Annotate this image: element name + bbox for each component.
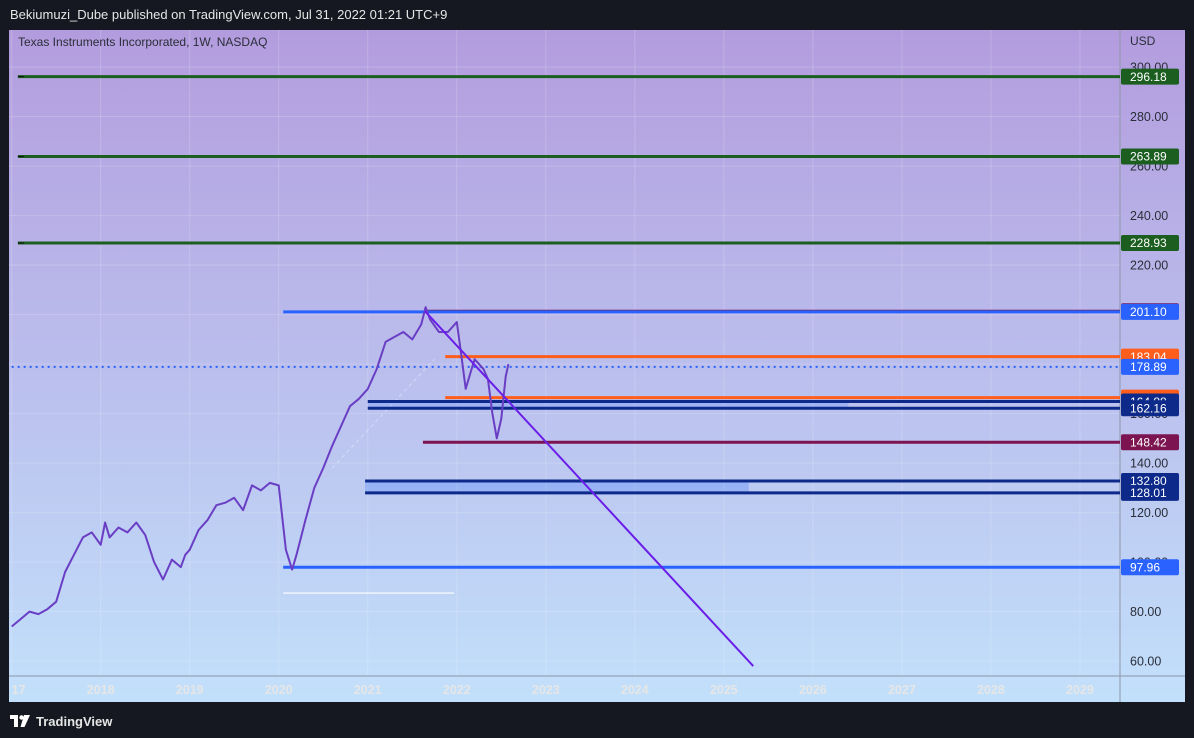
price-tag-label: 296.18 [1130, 70, 1167, 84]
x-tick-label: 2028 [977, 683, 1005, 697]
y-tick-label: 120.00 [1130, 506, 1168, 520]
faint-guide-line [331, 358, 435, 469]
price-tag [1121, 484, 1179, 501]
x-tick-label: 2022 [443, 683, 471, 697]
currency-label: USD [1130, 34, 1156, 48]
price-series[interactable] [11, 306, 510, 628]
y-tick-label: 140.00 [1130, 457, 1168, 471]
price-tag [1121, 434, 1179, 451]
x-tick-label: 2020 [265, 683, 293, 697]
footer-bar: TradingView [0, 706, 1194, 738]
trend-line[interactable] [424, 310, 754, 667]
tradingview-logo[interactable]: TradingView [10, 714, 112, 729]
x-tick-label: 2021 [354, 683, 382, 697]
price-tags: 296.18263.89228.93201.35201.10183.04178.… [1121, 68, 1179, 576]
price-tag [1121, 68, 1179, 85]
x-tick-label: 2029 [1066, 683, 1094, 697]
chart-svg[interactable]: 17 2018 2019 2020 2021 2022 2023 2024 2025 2026 20… [0, 30, 1194, 706]
price-tag [1121, 358, 1179, 375]
x-tick-label: 2023 [532, 683, 560, 697]
x-tick-label: 2019 [176, 683, 204, 697]
price-tag-label: 162.16 [1130, 401, 1167, 415]
price-tag [1121, 148, 1179, 165]
price-tag-label: 132.80 [1130, 474, 1167, 488]
price-tag [1121, 235, 1179, 252]
price-tag-label: 201.10 [1130, 305, 1167, 319]
trend-lines[interactable] [424, 310, 754, 667]
tradingview-logo-icon [10, 714, 30, 727]
horizontal-levels[interactable] [11, 75, 1120, 569]
symbol-title: Texas Instruments Incorporated, 1W, NASD… [18, 35, 267, 49]
x-tick-label: 2018 [87, 683, 115, 697]
price-tag [1121, 559, 1179, 576]
y-tick-label: 80.00 [1130, 605, 1161, 619]
tradingview-brand: TradingView [36, 714, 113, 729]
support-zone [367, 401, 849, 409]
y-tick-label: 240.00 [1130, 209, 1168, 223]
publish-info: Bekiumuzi_Dube published on TradingView.… [10, 7, 448, 22]
price-tag [1121, 400, 1179, 417]
y-tick-label: 60.00 [1130, 655, 1161, 669]
price-tag-label: 128.01 [1130, 486, 1167, 500]
x-tick-label: 2025 [710, 683, 738, 697]
price-tag-label: 178.89 [1130, 360, 1167, 374]
price-tag-label: 263.89 [1130, 150, 1167, 164]
publish-header: Bekiumuzi_Dube published on TradingView.… [0, 0, 1194, 30]
drawing-decor [283, 358, 849, 594]
support-zone [365, 480, 749, 493]
x-tick-label: 17 [12, 683, 26, 697]
x-tick-label: 2024 [621, 683, 649, 697]
price-tag-label: 228.93 [1130, 236, 1167, 250]
y-tick-label: 280.00 [1130, 110, 1168, 124]
price-line[interactable] [11, 306, 510, 628]
x-tick-label: 2027 [888, 683, 916, 697]
price-tag-label: 97.96 [1130, 560, 1160, 574]
x-axis-ticks: 17 2018 2019 2020 2021 2022 2023 2024 2025 2026 20… [12, 683, 1094, 697]
x-tick-label: 2026 [799, 683, 827, 697]
y-tick-label: 220.00 [1130, 259, 1168, 273]
price-tag-label: 148.42 [1130, 436, 1167, 450]
price-tag [1121, 303, 1179, 320]
chart-frame[interactable]: 17 2018 2019 2020 2021 2022 2023 2024 2025 2026 20… [0, 30, 1194, 706]
